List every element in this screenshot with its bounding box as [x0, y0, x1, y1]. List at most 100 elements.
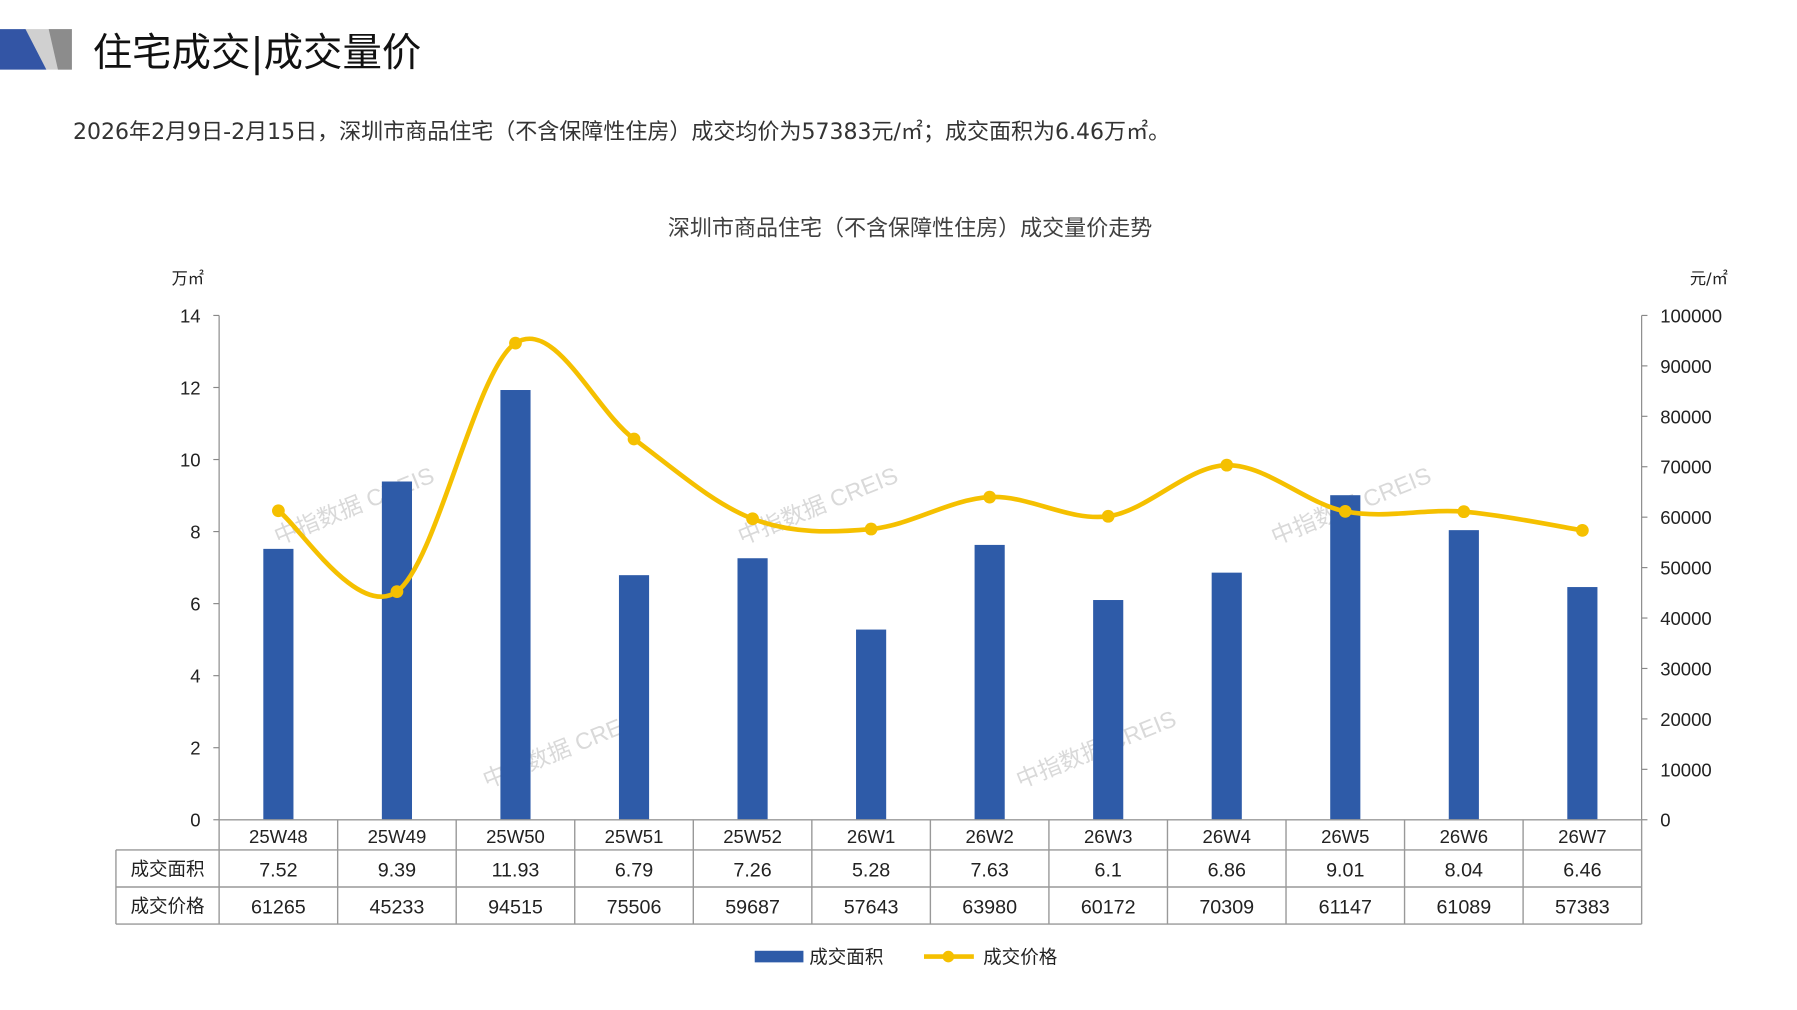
table-cell-area: 9.39 [378, 860, 416, 882]
bar-26W6 [1448, 530, 1479, 820]
table-cell-price: 45233 [370, 897, 425, 919]
watermark: 中指数据 CREIS [270, 462, 437, 550]
table-cell-price: 61089 [1436, 897, 1491, 919]
legend-swatch-bar [754, 950, 804, 963]
price-point-25W52 [746, 512, 759, 526]
bar-26W2 [974, 544, 1005, 820]
bar-25W51 [618, 575, 650, 820]
x-category-label: 25W49 [368, 826, 427, 847]
price-point-26W5 [1338, 505, 1352, 518]
bar-26W7 [1567, 587, 1598, 820]
right-tick-label: 40000 [1660, 608, 1712, 629]
right-tick-label: 10000 [1660, 759, 1712, 780]
x-category-label: 25W50 [486, 826, 545, 847]
table-cell-area: 9.01 [1326, 860, 1364, 882]
price-line [276, 336, 1583, 599]
line-series [272, 336, 1589, 599]
x-category-label: 25W52 [723, 826, 782, 847]
price-point-25W50 [509, 336, 522, 350]
x-category-label: 25W48 [249, 826, 308, 847]
price-point-25W51 [627, 432, 641, 446]
axes: 0 2 4 6 8 10 12 14 0 10000 20000 30000 40000 50000 600… [180, 305, 1722, 830]
left-tick-label: 2 [190, 738, 200, 759]
left-tick-label: 10 [180, 449, 201, 470]
price-point-26W1 [864, 522, 878, 536]
price-point-26W7 [1575, 523, 1589, 537]
data-table: 25W48 7.52 61265 25W49 9.39 45233 25W50 11.93 94… [115, 819, 1643, 925]
table-cell-price: 75506 [607, 897, 662, 919]
x-category-label: 26W3 [1084, 826, 1132, 847]
logo-icon [0, 29, 72, 70]
bar-26W5 [1330, 495, 1361, 820]
bar-25W48 [263, 548, 294, 820]
table-cell-price: 70309 [1199, 897, 1254, 919]
table-cell-area: 7.52 [259, 860, 297, 882]
table-cell-price: 60172 [1081, 897, 1136, 919]
table-cell-price: 94515 [488, 897, 543, 919]
table-cell-price: 57643 [844, 897, 899, 919]
table-cell-price: 61265 [251, 897, 306, 919]
table-cell-price: 61147 [1319, 897, 1372, 919]
bar-25W52 [737, 558, 768, 820]
x-category-label: 26W7 [1558, 826, 1606, 847]
left-tick-label: 14 [180, 305, 201, 326]
right-tick-label: 20000 [1660, 709, 1712, 730]
right-tick-label: 50000 [1660, 558, 1712, 579]
right-tick-label: 80000 [1660, 406, 1712, 427]
bar-26W4 [1211, 572, 1242, 820]
bar-25W50 [500, 390, 531, 820]
price-point-26W6 [1457, 505, 1471, 519]
right-tick-label: 90000 [1660, 356, 1712, 377]
summary-text: 2026年2月9日-2月15日，深圳市商品住宅（不含保障性住房）成交均价为573… [73, 119, 1170, 145]
row-header-area: 成交面积 [130, 859, 204, 880]
price-point-25W48 [272, 504, 285, 518]
x-category-label: 25W51 [605, 826, 664, 847]
price-point-25W49 [390, 585, 404, 599]
bar-25W49 [381, 481, 413, 820]
left-tick-label: 8 [190, 522, 200, 543]
price-point-26W2 [983, 490, 997, 504]
x-category-label: 26W4 [1203, 826, 1251, 847]
left-tick-label: 0 [190, 810, 200, 831]
right-tick-label: 0 [1660, 810, 1670, 831]
row-header-price: 成交价格 [130, 897, 205, 918]
left-tick-label: 6 [190, 594, 200, 615]
table-cell-area: 5.28 [852, 860, 890, 882]
bar-26W1 [856, 629, 887, 820]
table-cell-area: 6.79 [615, 860, 653, 882]
table-cell-price: 63980 [962, 897, 1017, 919]
right-axis-unit: 元/㎡ [1690, 269, 1728, 288]
bar-series [263, 390, 1598, 820]
table-cell-price: 59687 [725, 897, 780, 919]
right-tick-label: 100000 [1660, 305, 1722, 326]
table-cell-area: 7.26 [733, 860, 771, 882]
left-tick-label: 12 [180, 377, 201, 398]
legend: 成交面积 成交价格 [754, 948, 1058, 969]
right-tick-label: 60000 [1660, 507, 1712, 528]
right-tick-label: 30000 [1660, 658, 1712, 679]
table-cell-area: 6.46 [1563, 860, 1601, 882]
x-category-label: 26W1 [847, 826, 895, 847]
table-cell-area: 6.1 [1095, 860, 1122, 882]
table-cell-area: 7.63 [970, 860, 1008, 882]
x-category-label: 26W2 [965, 826, 1013, 847]
right-tick-label: 70000 [1660, 457, 1712, 478]
bar-26W3 [1093, 600, 1124, 820]
table-cell-area: 6.86 [1208, 860, 1246, 882]
page-title: 住宅成交|成交量价 [93, 30, 422, 76]
left-tick-label: 4 [190, 666, 200, 687]
price-point-26W4 [1220, 458, 1234, 472]
left-axis-unit: 万㎡ [172, 269, 204, 288]
chart-title: 深圳市商品住宅（不含保障性住房）成交量价走势 [668, 216, 1152, 241]
legend-label-bar: 成交面积 [809, 948, 883, 969]
legend-swatch-marker [942, 950, 955, 963]
table-cell-area: 8.04 [1445, 860, 1483, 882]
watermark: 中指数据 CREIS [734, 462, 901, 550]
x-category-label: 26W6 [1440, 826, 1488, 847]
legend-label-line: 成交价格 [983, 948, 1058, 969]
price-point-26W3 [1101, 509, 1115, 523]
table-cell-price: 57383 [1555, 897, 1610, 919]
x-category-label: 26W5 [1321, 826, 1369, 847]
